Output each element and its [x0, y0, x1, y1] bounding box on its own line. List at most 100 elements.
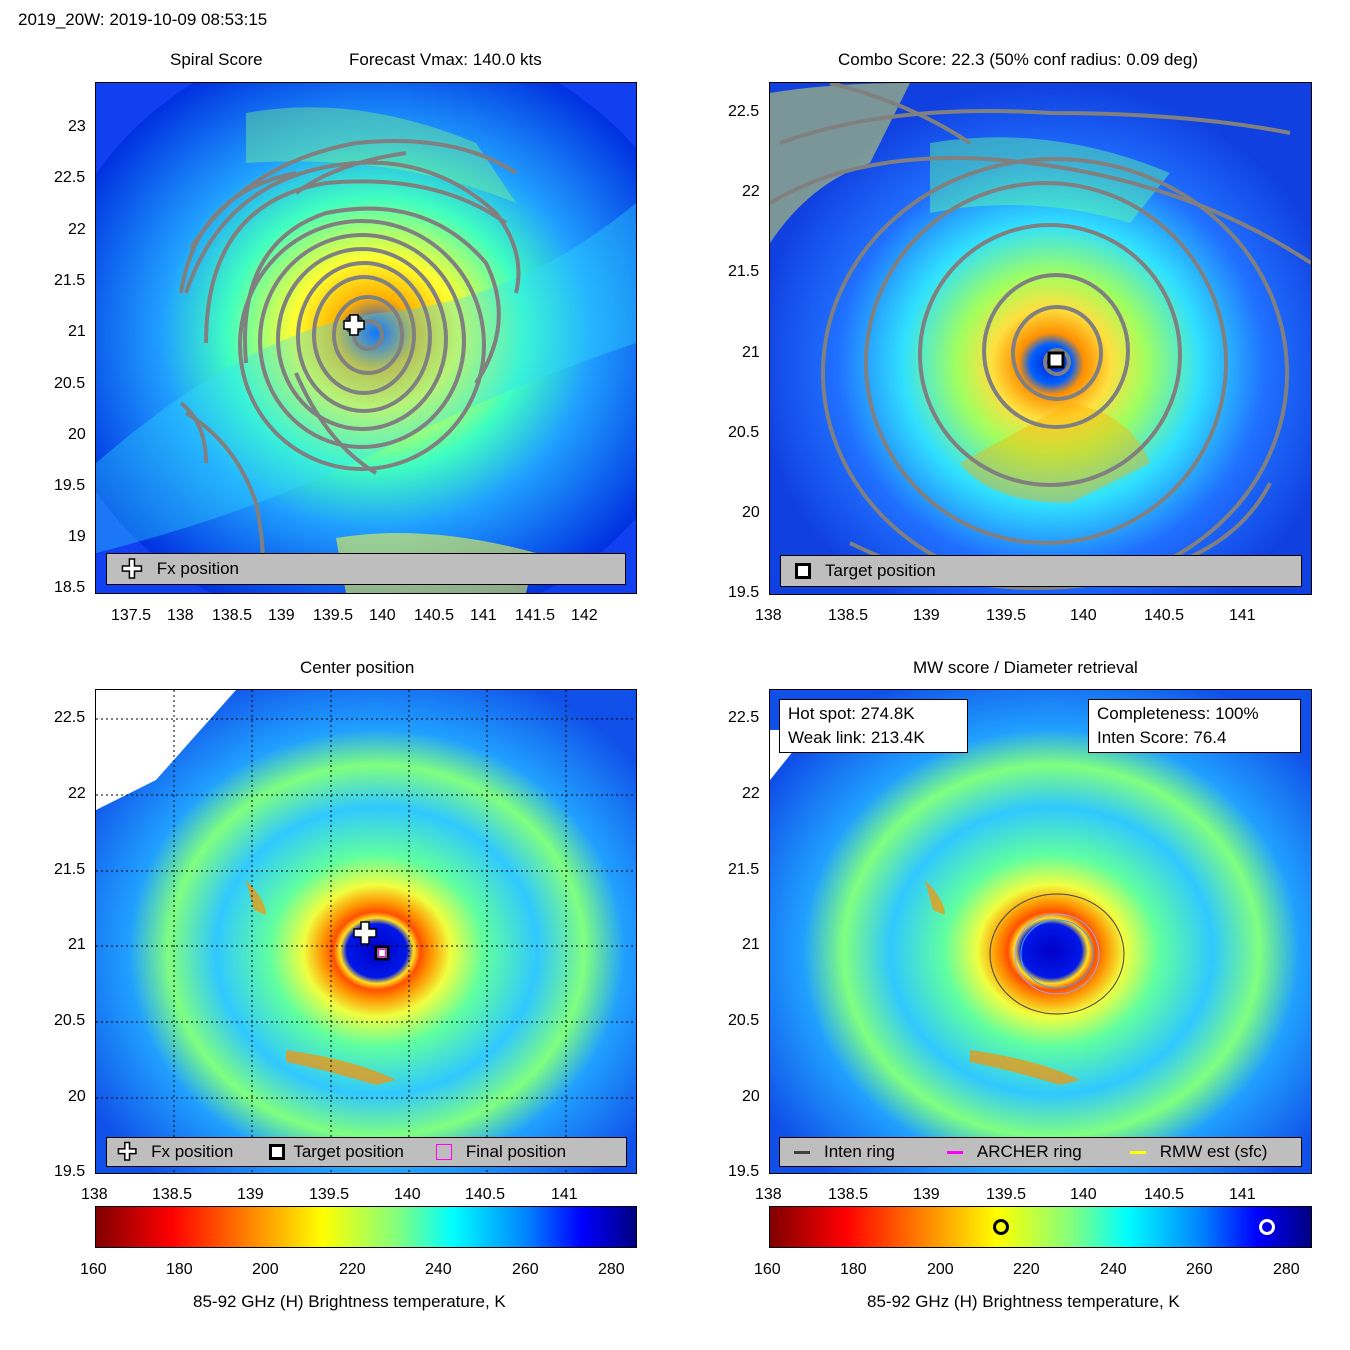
mw-legend-rmw: RMW est (sfc)	[1159, 1142, 1268, 1161]
spiral-xtick: 139.5	[313, 607, 354, 624]
mw-legend: Inten ring ARCHER ring RMW est (sfc)	[779, 1137, 1302, 1167]
weak-link-marker-icon	[993, 1219, 1010, 1235]
center-target-position-marker	[374, 945, 390, 961]
spiral-xtick: 141	[470, 607, 497, 624]
mw-ytick: 22.5	[728, 709, 760, 726]
center-heatmap	[96, 690, 636, 1173]
spiral-title: Spiral Score	[170, 50, 263, 69]
combo-plot: Target position	[769, 82, 1312, 595]
center-legend-fx: Fx position	[151, 1142, 234, 1161]
spiral-ytick: 19	[68, 528, 86, 545]
spiral-xtick: 139	[268, 607, 295, 624]
combo-target-position-marker	[1047, 351, 1065, 369]
center-legend: ✚ Fx position Target position Final posi…	[106, 1137, 627, 1167]
mw-plot: Hot spot: 274.8K Weak link: 213.4K Compl…	[769, 689, 1312, 1174]
combo-xtick: 141	[1229, 607, 1256, 624]
combo-ytick: 22.5	[728, 103, 760, 120]
mw-xtick: 141	[1229, 1186, 1256, 1203]
spiral-xtick: 142	[571, 607, 598, 624]
rmw-line-icon	[1129, 1150, 1146, 1154]
mw-ytick: 21.5	[728, 861, 760, 878]
target-square-icon	[269, 1144, 286, 1160]
combo-ytick: 21	[742, 344, 760, 361]
colorbar-left-label: 85-92 GHz (H) Brightness temperature, K	[193, 1292, 506, 1311]
center-ytick: 21.5	[54, 861, 86, 878]
combo-xtick: 140	[1070, 607, 1097, 624]
colorbar-tick: 220	[339, 1261, 366, 1278]
spiral-ytick: 21	[68, 323, 86, 340]
combo-xtick: 139	[913, 607, 940, 624]
center-ytick: 20.5	[54, 1012, 86, 1029]
mw-xtick: 139.5	[986, 1186, 1027, 1203]
spiral-plot: ✚ Fx position	[95, 82, 637, 594]
colorbar-tick: 200	[927, 1261, 954, 1278]
spiral-fx-position-marker	[343, 314, 365, 336]
mw-xtick: 139	[913, 1186, 940, 1203]
fx-plus-icon: ✚	[120, 553, 143, 585]
mw-ytick: 20.5	[728, 1012, 760, 1029]
final-square-icon	[435, 1144, 452, 1160]
colorbar-tick: 240	[1100, 1261, 1127, 1278]
center-title: Center position	[300, 658, 415, 677]
spiral-xtick: 140	[369, 607, 396, 624]
spiral-ytick: 22.5	[54, 169, 86, 186]
combo-ytick: 20.5	[728, 424, 760, 441]
combo-xtick: 138.5	[828, 607, 869, 624]
inten-ring-line-icon	[794, 1150, 810, 1154]
spiral-ytick: 22	[68, 221, 86, 238]
fx-plus-icon: ✚	[116, 1138, 138, 1167]
mw-ytick: 21	[742, 936, 760, 953]
center-xtick: 138	[81, 1186, 108, 1203]
center-xtick: 139.5	[309, 1186, 350, 1203]
center-fx-position-marker	[353, 921, 377, 945]
mw-ytick: 20	[742, 1088, 760, 1105]
hot-spot-marker-icon	[1258, 1219, 1275, 1235]
spiral-ytick: 23	[68, 118, 86, 135]
center-plot: ✚ Fx position Target position Final posi…	[95, 689, 637, 1174]
mw-ytick: 22	[742, 785, 760, 802]
colorbar-tick: 220	[1013, 1261, 1040, 1278]
completeness-value: Completeness: 100%	[1097, 704, 1259, 723]
combo-ytick: 19.5	[728, 584, 760, 601]
mw-legend-inten: Inten ring	[824, 1142, 895, 1161]
spiral-heatmap	[96, 83, 636, 593]
center-legend-target: Target position	[293, 1142, 404, 1161]
center-ytick: 22.5	[54, 709, 86, 726]
colorbar-tick: 200	[252, 1261, 279, 1278]
spiral-contours	[179, 139, 521, 574]
mw-info-left: Hot spot: 274.8K Weak link: 213.4K	[779, 699, 968, 753]
combo-xtick: 138	[755, 607, 782, 624]
combo-legend-target: Target position	[825, 561, 936, 580]
colorbar-tick: 280	[1273, 1261, 1300, 1278]
spiral-ytick: 21.5	[54, 272, 86, 289]
mw-legend-archer: ARCHER ring	[976, 1142, 1082, 1161]
spiral-xtick: 138	[167, 607, 194, 624]
colorbar-tick: 260	[512, 1261, 539, 1278]
colorbar-tick: 260	[1186, 1261, 1213, 1278]
colorbar-left	[95, 1206, 637, 1248]
mw-xtick: 138.5	[828, 1186, 869, 1203]
spiral-legend: ✚ Fx position	[106, 553, 626, 585]
mw-xtick: 140	[1070, 1186, 1097, 1203]
weak-link-value: Weak link: 213.4K	[788, 728, 925, 747]
mw-info-right: Completeness: 100% Inten Score: 76.4	[1088, 699, 1301, 753]
combo-ytick: 21.5	[728, 263, 760, 280]
archer-ring-line-icon	[946, 1150, 963, 1154]
spiral-legend-fx: Fx position	[156, 559, 239, 578]
center-ytick: 19.5	[54, 1163, 86, 1180]
center-xtick: 140	[394, 1186, 421, 1203]
center-xtick: 138.5	[152, 1186, 193, 1203]
spiral-ytick: 20.5	[54, 375, 86, 392]
mw-ytick: 19.5	[728, 1163, 760, 1180]
center-xtick: 140.5	[465, 1186, 506, 1203]
colorbar-tick: 180	[840, 1261, 867, 1278]
colorbar-tick: 160	[80, 1261, 107, 1278]
spiral-xtick: 140.5	[414, 607, 455, 624]
spiral-xtick: 141.5	[515, 607, 556, 624]
mw-rings	[989, 893, 1125, 1015]
center-legend-final: Final position	[465, 1142, 567, 1161]
spiral-vmax: Forecast Vmax: 140.0 kts	[349, 50, 542, 69]
colorbar-tick: 180	[166, 1261, 193, 1278]
combo-xtick: 139.5	[986, 607, 1027, 624]
colorbar-tick: 240	[425, 1261, 452, 1278]
